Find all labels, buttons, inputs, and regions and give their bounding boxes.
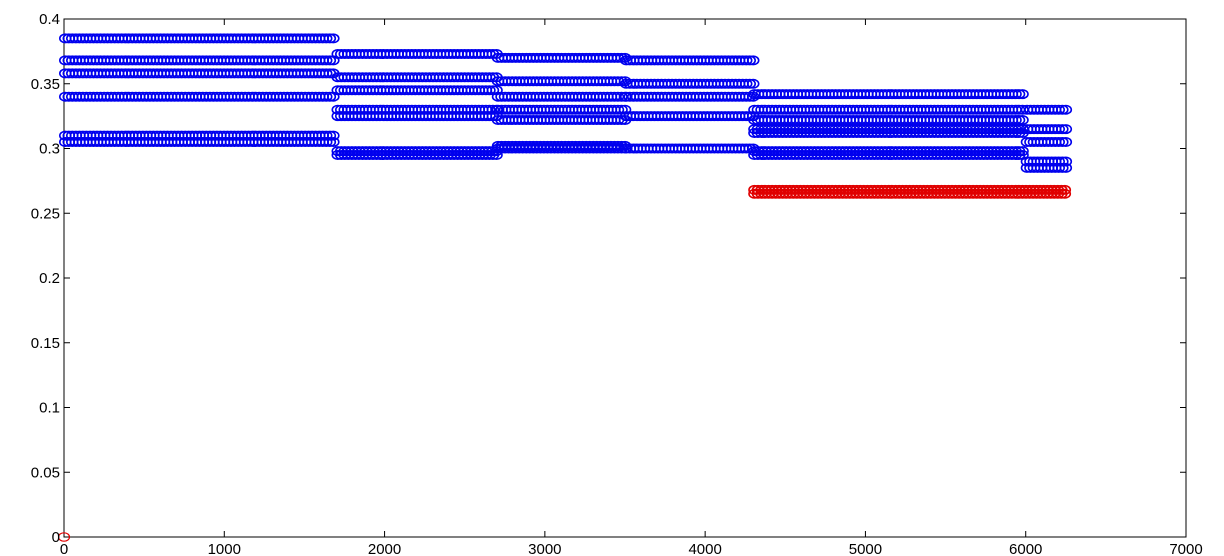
data-point — [486, 104, 500, 115]
x-tick-label: 0 — [60, 541, 68, 556]
y-tick-label: 0.3 — [39, 141, 60, 158]
y-tick-labels: 0 0.05 0.1 0.15 0.2 0.25 0.3 0.35 0.4 — [31, 11, 60, 546]
x-tick-labels: 0 1000 2000 3000 4000 5000 6000 7000 — [60, 541, 1203, 556]
x-tick-label: 2000 — [368, 541, 401, 556]
y-tick-label: 0.1 — [39, 400, 60, 417]
data-point — [1052, 162, 1065, 173]
x-tick-label: 5000 — [849, 541, 882, 556]
data-point — [57, 532, 71, 542]
data-point — [326, 130, 340, 141]
series-1 — [57, 184, 1072, 542]
data-point — [1051, 188, 1065, 199]
data-point — [319, 68, 333, 79]
data-point — [746, 55, 760, 66]
y-tick-label: 0 — [52, 529, 60, 546]
data-point — [611, 143, 625, 154]
data-point — [483, 85, 496, 96]
x-tick-label: 1000 — [208, 541, 241, 556]
data-point — [1052, 137, 1065, 148]
axis-ticks — [63, 18, 1187, 538]
data-point — [611, 104, 625, 115]
data-point — [323, 55, 337, 66]
data-point — [1009, 128, 1022, 139]
data-point — [326, 33, 340, 44]
data-point — [1012, 150, 1026, 161]
data-point — [323, 33, 337, 44]
y-tick-label: 0.25 — [31, 205, 60, 222]
y-tick-label: 0.4 — [39, 11, 60, 28]
data-point — [1059, 104, 1073, 115]
data-point — [739, 55, 753, 66]
data-point — [1055, 188, 1068, 199]
data-point — [1009, 89, 1022, 100]
data-point — [611, 91, 625, 102]
data-point — [1052, 124, 1065, 135]
data-point — [323, 137, 337, 148]
x-tick-label: 6000 — [1009, 541, 1042, 556]
data-markers — [57, 33, 1073, 542]
data-point — [1052, 156, 1065, 167]
y-tick-label: 0.15 — [31, 335, 60, 352]
data-point — [319, 91, 333, 102]
data-point — [1058, 188, 1072, 199]
data-point — [746, 78, 760, 89]
data-point — [319, 130, 333, 141]
data-point — [743, 78, 757, 89]
data-point — [611, 76, 625, 87]
data-point — [739, 91, 753, 102]
y-tick-label: 0.35 — [31, 76, 60, 93]
data-point — [319, 33, 333, 44]
series-0 — [59, 33, 1073, 173]
x-tick-label: 7000 — [1169, 541, 1202, 556]
data-point — [739, 78, 753, 89]
data-point — [1052, 104, 1065, 115]
data-point — [323, 130, 337, 141]
y-tick-label: 0.2 — [39, 270, 60, 287]
data-point — [1056, 156, 1069, 167]
data-point — [319, 137, 333, 148]
data-point — [483, 150, 496, 161]
data-point — [1059, 156, 1073, 167]
y-tick-label: 0.05 — [31, 464, 60, 481]
data-point — [1059, 137, 1073, 148]
data-point — [1012, 89, 1026, 100]
data-point — [319, 55, 333, 66]
data-point — [1016, 89, 1029, 100]
data-point — [1009, 150, 1022, 161]
data-point — [739, 143, 753, 154]
data-point — [1056, 104, 1069, 115]
data-point — [326, 137, 340, 148]
data-point — [1059, 124, 1073, 135]
data-point — [1056, 124, 1069, 135]
data-point — [1056, 162, 1069, 173]
x-tick-label: 4000 — [688, 541, 721, 556]
data-point — [1059, 162, 1073, 173]
data-point — [611, 52, 625, 63]
data-point — [483, 104, 496, 115]
data-point — [743, 55, 757, 66]
data-point — [1056, 137, 1069, 148]
data-point — [323, 91, 337, 102]
x-tick-label: 3000 — [528, 541, 561, 556]
